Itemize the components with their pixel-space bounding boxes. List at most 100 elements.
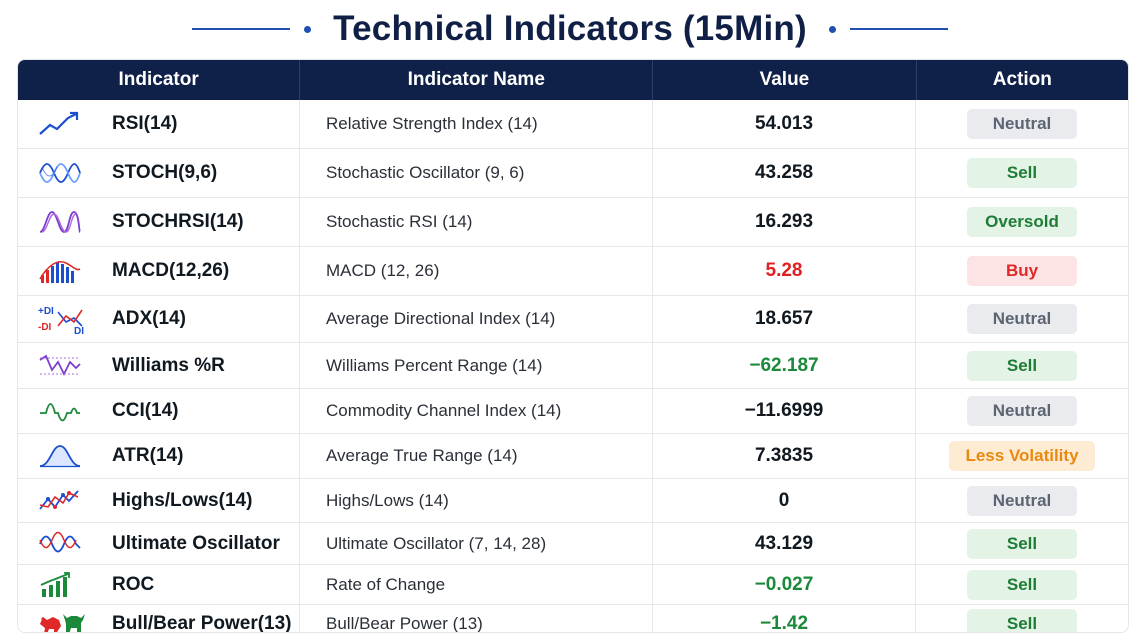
indicator-cell: CCI(14)	[18, 389, 300, 433]
table-row: STOCHRSI(14) Stochastic RSI (14) 16.293 Ove…	[18, 197, 1128, 246]
action-badge-neutral: Neutral	[967, 396, 1077, 426]
action-cell: Sell	[916, 343, 1128, 388]
indicator-value: 43.258	[653, 149, 916, 197]
indicator-name: Average Directional Index (14)	[300, 296, 653, 342]
action-badge-sell: Sell	[967, 350, 1077, 381]
indicator-name: Relative Strength Index (14)	[300, 100, 653, 148]
title-left-dot	[304, 25, 312, 33]
indicator-label: RSI(14)	[112, 113, 178, 134]
indicator-cell: RSI(14)	[18, 100, 300, 148]
roc-bars-icon	[38, 570, 88, 600]
action-cell: Neutral	[916, 479, 1128, 522]
adx-di-label: DI	[74, 326, 84, 334]
header-indicator-name: Indicator Name	[300, 60, 654, 100]
indicator-label: Bull/Bear Power(13)	[112, 613, 292, 633]
indicator-label: CCI(14)	[112, 400, 179, 421]
indicator-cell: Williams %R	[18, 343, 300, 388]
action-cell: Sell	[916, 565, 1128, 604]
table-row: Ultimate Oscillator Ultimate Oscillator (…	[18, 522, 1128, 564]
indicator-name: MACD (12, 26)	[300, 247, 653, 295]
indicator-label: Williams %R	[112, 354, 225, 376]
table-row: RSI(14) Relative Strength Index (14) 54.01…	[18, 100, 1128, 148]
indicator-name: Williams Percent Range (14)	[300, 343, 653, 388]
macd-histogram-icon	[38, 256, 88, 286]
action-badge-sell: Sell	[967, 569, 1077, 600]
action-badge-buy: Buy	[967, 256, 1077, 286]
indicator-name: Bull/Bear Power (13)	[300, 605, 653, 632]
indicator-label: STOCHRSI(14)	[112, 211, 244, 232]
title-right-dot	[828, 25, 836, 33]
title-right-line	[849, 28, 948, 30]
indicator-label: ROC	[112, 573, 155, 595]
action-badge-sell: Sell	[967, 528, 1077, 559]
indicator-label: STOCH(9,6)	[112, 162, 218, 183]
action-cell: Neutral	[916, 389, 1128, 433]
indicator-cell: STOCH(9,6)	[18, 149, 300, 197]
indicator-label: ADX(14)	[112, 308, 186, 329]
indicator-name: Highs/Lows (14)	[300, 479, 653, 522]
indicator-value: −0.027	[653, 565, 916, 604]
table-row: MACD(12,26) MACD (12, 26) 5.28 Buy	[18, 246, 1128, 295]
action-badge-neutral: Neutral	[967, 485, 1077, 516]
indicator-label: ATR(14)	[112, 445, 184, 466]
indicator-value: 7.3835	[653, 434, 916, 478]
title-row: Technical Indicators (15Min)	[0, 0, 1140, 58]
action-badge-oversold: Oversold	[967, 207, 1077, 237]
indicators-table: Indicator Indicator Name Value Action RS…	[17, 59, 1129, 633]
action-badge-sell: Sell	[967, 609, 1077, 632]
header-indicator: Indicator	[18, 60, 301, 100]
table-row: Bull/Bear Power(13) Bull/Bear Power (13) −…	[18, 604, 1128, 633]
indicator-value: 16.293	[653, 198, 916, 246]
indicator-value: 0	[653, 479, 916, 522]
title-left-line	[192, 28, 291, 30]
page-title: Technical Indicators (15Min)	[333, 9, 807, 48]
indicator-value: 43.129	[653, 523, 916, 564]
table-row: Williams %R Williams Percent Range (14) −6…	[18, 342, 1128, 388]
adx-plus-di-label: +DI	[38, 306, 54, 317]
action-badge-sell: Sell	[967, 158, 1077, 188]
indicator-value: 5.28	[653, 247, 916, 295]
williams-wave-icon	[38, 351, 88, 381]
indicator-value: 18.657	[653, 296, 916, 342]
cci-wave-icon	[38, 396, 88, 426]
bell-curve-icon	[38, 441, 88, 471]
stochrsi-waves-icon	[38, 207, 88, 237]
indicator-name: Average True Range (14)	[300, 434, 653, 478]
indicator-value: −11.6999	[653, 389, 916, 433]
stochastic-waves-icon	[38, 158, 88, 188]
rising-line-icon	[38, 109, 88, 139]
action-badge-neutral: Neutral	[967, 109, 1077, 139]
header-value: Value	[653, 60, 917, 100]
action-cell: Neutral	[916, 100, 1128, 148]
indicator-name: Stochastic RSI (14)	[300, 198, 653, 246]
indicator-name: Ultimate Oscillator (7, 14, 28)	[300, 523, 653, 564]
action-cell: Sell	[916, 605, 1128, 632]
action-cell: Less Volatility	[916, 434, 1128, 478]
indicator-cell: Ultimate Oscillator	[18, 523, 300, 564]
indicator-cell: MACD(12,26)	[18, 247, 300, 295]
table-body: RSI(14) Relative Strength Index (14) 54.01…	[18, 100, 1128, 633]
action-cell: Oversold	[916, 198, 1128, 246]
indicator-value: 54.013	[653, 100, 916, 148]
action-cell: Neutral	[916, 296, 1128, 342]
indicator-value: −62.187	[653, 343, 916, 388]
indicator-cell: ROC	[18, 565, 300, 604]
table-row: STOCH(9,6) Stochastic Oscillator (9, 6) 43…	[18, 148, 1128, 197]
indicator-cell: Bull/Bear Power(13)	[18, 605, 300, 633]
table-row: Highs/Lows(14) Highs/Lows (14) 0 Neutral	[18, 478, 1128, 522]
action-badge-less-volatility: Less Volatility	[949, 441, 1095, 471]
ultimate-waves-icon	[38, 529, 88, 559]
table-row: CCI(14) Commodity Channel Index (14) −11.6…	[18, 388, 1128, 433]
indicator-name: Rate of Change	[300, 565, 653, 604]
highs-lows-icon	[38, 486, 88, 516]
indicator-cell: ATR(14)	[18, 434, 300, 478]
indicator-cell: STOCHRSI(14)	[18, 198, 300, 246]
action-cell: Sell	[916, 523, 1128, 564]
adx-minus-di-label: -DI	[38, 322, 52, 333]
indicator-name: Stochastic Oscillator (9, 6)	[300, 149, 653, 197]
action-cell: Buy	[916, 247, 1128, 295]
indicator-value: −1.42	[653, 605, 916, 632]
table-row: ROC Rate of Change −0.027 Sell	[18, 564, 1128, 604]
action-cell: Sell	[916, 149, 1128, 197]
header-action: Action	[992, 69, 1052, 90]
